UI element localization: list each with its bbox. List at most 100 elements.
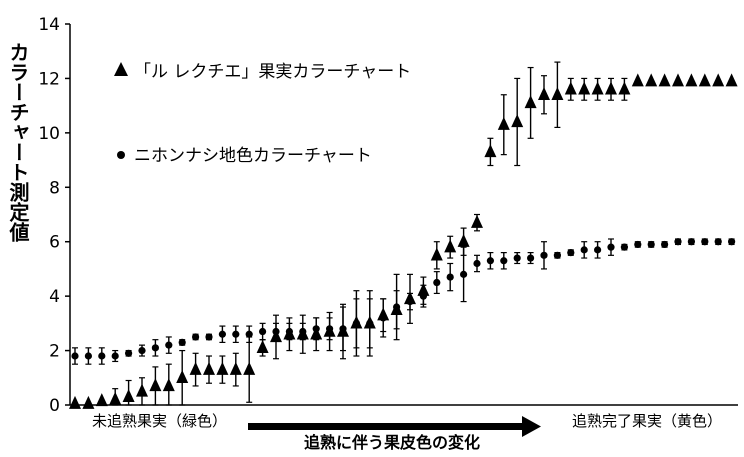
progress-arrow <box>248 416 541 437</box>
triangle-point <box>645 73 658 87</box>
circle-point <box>540 251 548 259</box>
triangle-point <box>538 86 550 100</box>
x-label-left: 未追熟果実（緑色） <box>92 412 227 430</box>
y-tick-label: 12 <box>38 69 60 89</box>
triangle-point <box>417 282 430 296</box>
circle-point <box>192 333 200 341</box>
circle-point <box>138 346 146 355</box>
triangle-point <box>363 315 376 329</box>
circle-point <box>513 254 521 262</box>
triangle-point <box>712 73 725 87</box>
circle-point <box>433 278 441 287</box>
circle-point <box>165 341 173 349</box>
circle-point <box>647 240 655 249</box>
triangle-point <box>69 395 81 409</box>
triangle-point <box>390 301 403 315</box>
y-tick-label: 8 <box>49 178 60 198</box>
circle-point <box>580 246 588 254</box>
series-circle <box>71 238 736 365</box>
triangle-point <box>337 323 349 337</box>
triangle-point <box>203 361 215 375</box>
triangle-point <box>457 233 470 247</box>
triangle-point <box>176 369 189 383</box>
triangle-point <box>404 291 416 305</box>
y-axis-label: カラーチャート測定値 <box>6 42 30 242</box>
triangle-point <box>296 326 309 340</box>
circle-point <box>151 344 159 352</box>
circle-point <box>446 273 454 281</box>
circle-point <box>728 238 736 246</box>
triangle-point <box>444 239 457 253</box>
x-label-right: 追熟完了果実（黄色） <box>572 412 722 430</box>
triangle-point <box>618 81 631 95</box>
circle-point <box>205 333 213 341</box>
triangle-point <box>82 395 95 409</box>
y-tick-label: 6 <box>49 233 60 253</box>
circle-point <box>245 330 253 338</box>
triangle-point <box>471 214 483 228</box>
circle-point <box>125 349 133 357</box>
y-axis-ticks: 0 2 4 6 8 10 12 14 <box>38 15 70 416</box>
circle-point <box>486 257 494 265</box>
circle-point <box>620 243 629 251</box>
triangle-point <box>524 95 537 109</box>
circle-point <box>634 240 642 249</box>
series-triangle <box>69 61 738 409</box>
triangle-point <box>511 114 524 128</box>
triangle-point <box>189 361 202 375</box>
triangle-point <box>149 378 162 392</box>
triangle-point <box>484 144 497 158</box>
triangle-point <box>430 247 443 261</box>
triangle-point <box>256 340 269 354</box>
x-label-middle: 追熟に伴う果皮色の変化 <box>304 433 480 452</box>
y-tick-label: 2 <box>49 342 60 362</box>
triangle-point <box>551 86 564 100</box>
y-tick-label: 14 <box>38 15 60 35</box>
triangle-point <box>310 326 323 340</box>
triangle-point <box>578 81 591 95</box>
circle-point <box>460 270 468 278</box>
triangle-point <box>216 361 229 375</box>
triangle-point <box>122 389 135 403</box>
circle-point <box>71 352 79 360</box>
circle-point <box>594 246 602 254</box>
triangle-point <box>162 378 175 392</box>
triangle-point <box>283 326 296 340</box>
triangle-point <box>243 361 256 375</box>
circle-point <box>111 352 119 360</box>
triangle-point <box>109 391 122 405</box>
circle-point <box>567 249 575 257</box>
legend-label-circle: ニホンナシ地色カラーチャート <box>134 146 372 166</box>
circle-point <box>701 238 709 246</box>
triangle-point <box>229 361 242 375</box>
circle-point <box>218 330 226 338</box>
triangle-point <box>95 393 108 407</box>
legend-circle-marker <box>117 151 125 159</box>
circle-point <box>687 238 696 246</box>
circle-point <box>473 259 481 268</box>
arrow-head <box>522 416 541 437</box>
triangle-point <box>685 73 698 87</box>
circle-point <box>178 338 186 347</box>
circle-point <box>714 238 722 246</box>
triangle-point <box>377 307 390 321</box>
triangle-point <box>658 73 671 87</box>
triangle-point <box>497 116 510 130</box>
circle-point <box>607 243 615 251</box>
circle-point <box>259 327 267 336</box>
y-tick-label: 0 <box>49 396 60 416</box>
circle-point <box>527 254 535 262</box>
legend: 「ル レクチエ」果実カラーチャート ニホンナシ地色カラーチャート <box>114 62 411 166</box>
circle-point <box>232 330 240 338</box>
arrow-shaft <box>248 423 524 430</box>
triangle-point <box>605 81 617 95</box>
triangle-point <box>323 323 336 337</box>
circle-point <box>84 352 92 360</box>
legend-triangle-marker <box>114 62 128 76</box>
triangle-point <box>270 329 282 343</box>
circle-point <box>553 251 562 259</box>
triangle-point <box>350 315 363 329</box>
triangle-point <box>136 383 148 397</box>
triangle-point <box>564 81 577 95</box>
